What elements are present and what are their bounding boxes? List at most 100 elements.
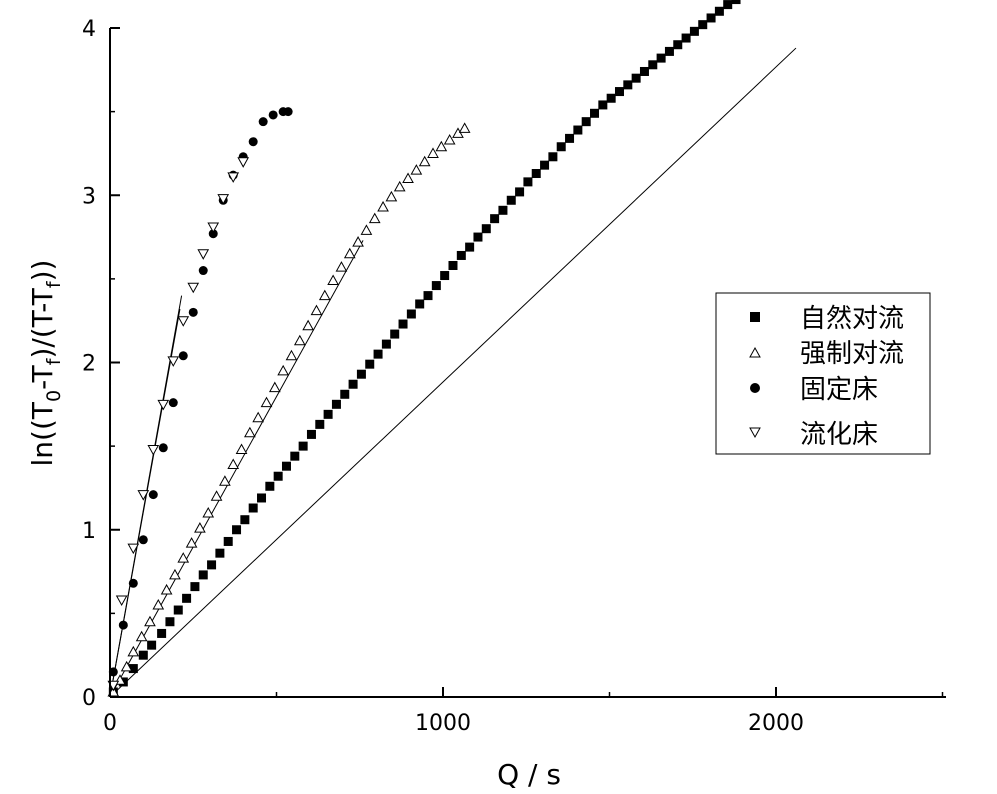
x-tick-label: 2000 (748, 711, 804, 736)
data-point (648, 60, 658, 70)
data-point (207, 222, 220, 234)
data-point (290, 451, 300, 461)
data-point (456, 250, 466, 260)
data-point (127, 543, 140, 555)
data-point (506, 195, 516, 205)
data-point (147, 640, 157, 650)
data-point (360, 224, 373, 235)
data-point (427, 147, 439, 158)
series-2 (108, 107, 293, 677)
data-point (385, 190, 398, 202)
data-point (138, 650, 148, 660)
legend-label: 强制对流 (800, 339, 904, 369)
data-point (168, 398, 178, 408)
data-point (182, 593, 192, 603)
data-point (573, 125, 583, 135)
data-point (723, 0, 733, 10)
data-point (215, 548, 225, 558)
data-point (237, 157, 250, 168)
legend-marker-square (750, 312, 760, 322)
data-point (639, 66, 649, 76)
y-tick-label: 1 (82, 519, 96, 544)
data-point (115, 595, 128, 607)
data-point (118, 620, 128, 630)
data-point (681, 33, 691, 43)
legend-item-fluidized-bed: 流化床 (749, 420, 878, 450)
data-point (581, 117, 591, 127)
y-tick-label: 0 (82, 686, 96, 711)
data-point (173, 605, 183, 615)
data-point (217, 194, 230, 205)
data-point (178, 351, 188, 361)
data-point (431, 281, 441, 291)
data-point (731, 0, 741, 5)
data-point (298, 441, 308, 451)
data-point (315, 419, 325, 429)
data-point (440, 271, 450, 281)
data-point (381, 339, 391, 349)
series-layer (107, 0, 741, 697)
data-point (268, 381, 281, 393)
y-axis-title: ln((T0-Tf)/(T-Tf)) (26, 260, 65, 467)
data-point (490, 214, 500, 224)
data-point (144, 615, 156, 627)
data-point (265, 481, 275, 491)
data-point (108, 667, 118, 677)
data-point (148, 490, 158, 500)
data-point (402, 172, 414, 184)
data-point (302, 319, 314, 331)
x-axis-title: Q / s (497, 758, 561, 791)
legend: 自然对流 强制对流 固定床 流化床 (715, 292, 931, 455)
data-point (207, 560, 217, 570)
data-point (202, 506, 215, 518)
data-point (128, 664, 138, 674)
data-point (706, 13, 716, 23)
data-point (368, 212, 381, 224)
data-point (390, 329, 400, 339)
data-point (208, 229, 218, 239)
fit-lines (109, 47, 797, 698)
data-point (714, 6, 724, 16)
data-point (393, 180, 406, 192)
data-point (473, 232, 483, 242)
data-point (656, 53, 666, 63)
legend-label: 固定床 (800, 375, 878, 405)
data-point (281, 461, 291, 471)
y-tick-label: 2 (82, 352, 96, 377)
data-point (248, 503, 258, 513)
data-point (210, 490, 223, 501)
y-ticks: 0 1 2 3 4 (82, 17, 120, 711)
data-point (335, 261, 348, 272)
data-point (448, 260, 458, 270)
x-ticks: 0 1000 2000 (103, 687, 944, 736)
data-point (135, 630, 148, 642)
data-point (177, 316, 190, 327)
legend-item-natural-convection: 自然对流 (750, 304, 904, 334)
x-tick-label: 1000 (415, 711, 471, 736)
legend-marker-triangle-up (749, 346, 761, 358)
legend-item-fixed-bed: 固定床 (750, 375, 878, 405)
data-point (169, 568, 181, 580)
fit-line (109, 308, 181, 698)
data-point (590, 108, 600, 118)
data-point (285, 349, 298, 361)
data-point (223, 536, 233, 546)
data-point (623, 80, 633, 90)
data-point (352, 236, 364, 247)
data-point (673, 40, 683, 50)
data-point (257, 493, 267, 503)
legend-marker-circle (750, 383, 760, 393)
y-tick-label: 4 (82, 17, 96, 42)
data-point (365, 359, 375, 369)
data-point (443, 134, 456, 145)
data-point (410, 164, 423, 175)
series-1 (107, 122, 471, 697)
data-point (306, 429, 316, 439)
data-point (418, 155, 431, 167)
data-point (219, 475, 231, 486)
data-point (452, 127, 464, 138)
data-point (147, 444, 160, 456)
data-point (198, 266, 208, 276)
data-point (127, 645, 140, 657)
data-point (515, 187, 525, 197)
